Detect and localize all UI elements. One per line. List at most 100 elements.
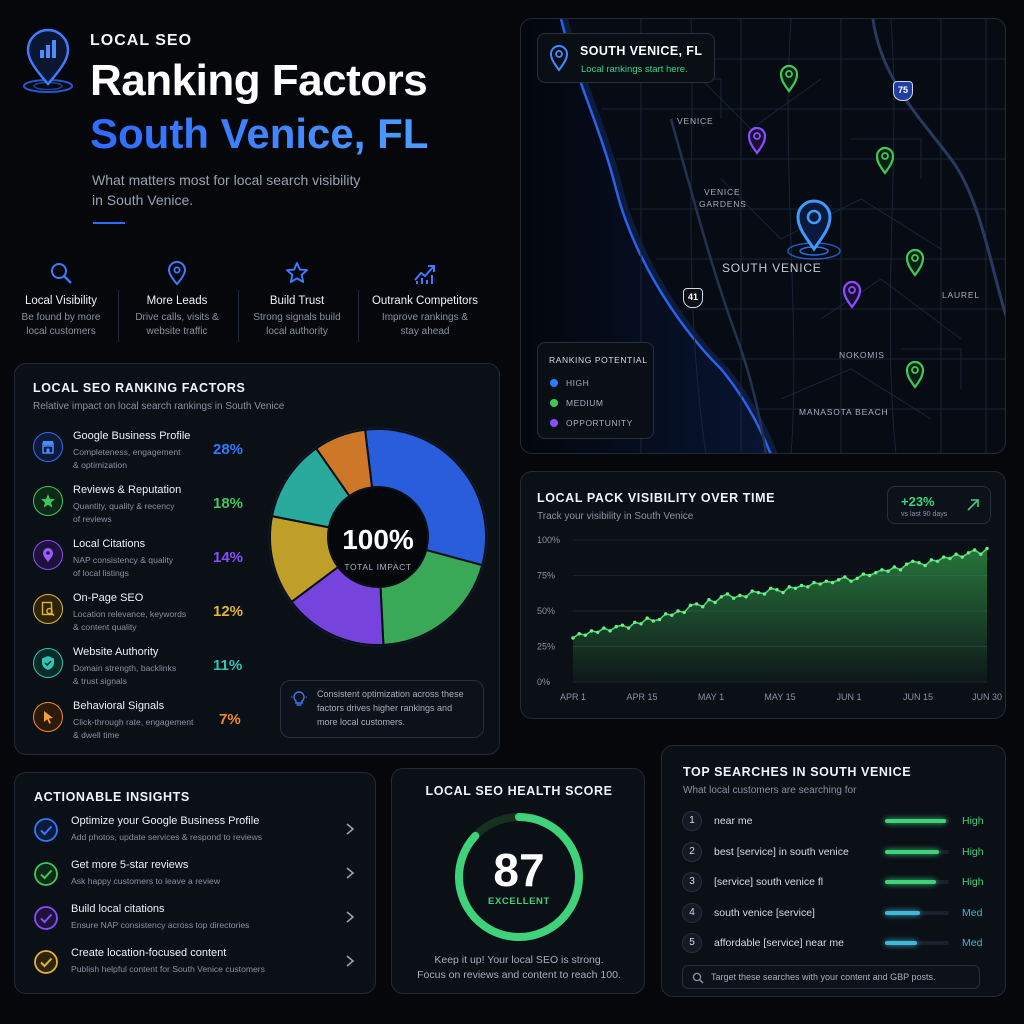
data-point: [589, 629, 594, 633]
data-point: [935, 559, 940, 563]
map-pin-medium[interactable]: [904, 359, 926, 389]
chevron-right-icon[interactable]: [344, 910, 356, 924]
search-row[interactable]: 1 near me High: [682, 810, 992, 834]
factor-name: Website Authority: [73, 646, 159, 658]
map-pin-opportunity[interactable]: [746, 125, 768, 155]
data-point: [596, 630, 600, 634]
factor-desc-line-1: Domain strength, backlinks: [73, 663, 177, 673]
map-location-title: SOUTH VENICE, FL: [580, 44, 703, 58]
health-line-1: Keep it up! Your local SEO is strong.: [434, 954, 604, 966]
data-point: [849, 579, 853, 583]
badge-value: +23%: [901, 494, 935, 509]
data-point: [966, 551, 971, 555]
data-point: [645, 616, 649, 620]
chevron-right-icon[interactable]: [344, 822, 356, 836]
data-point: [713, 600, 717, 605]
insight-item[interactable]: Optimize your Google Business Profile Ad…: [27, 811, 365, 853]
benefit-desc-line-1: Be found by more: [21, 312, 101, 323]
chevron-right-icon[interactable]: [344, 866, 356, 880]
data-point: [948, 556, 952, 561]
donut-slice: [379, 548, 484, 646]
map-legend: RANKING POTENTIAL HIGH MEDIUM OPPORTUNIT…: [537, 342, 654, 439]
insight-desc: Publish helpful content for South Venice…: [71, 964, 265, 974]
map-pin-medium[interactable]: [904, 247, 926, 277]
factor-percent: 28%: [213, 441, 244, 458]
legend-medium-dot: [550, 399, 558, 407]
data-point: [793, 586, 798, 590]
health-score-card: LOCAL SEO HEALTH SCORE 87 EXCELLENT Keep…: [391, 768, 645, 994]
search-row[interactable]: 3 [service] south venice fl High: [682, 871, 992, 895]
data-point: [954, 552, 958, 556]
map-pin-main[interactable]: [783, 187, 845, 267]
donut-center-value: 100%: [342, 524, 414, 555]
search-rank-badge: 3: [682, 872, 702, 892]
tip-line-1: Consistent optimization across these: [317, 689, 464, 699]
insight-item[interactable]: Create location-focused content Publish …: [27, 943, 365, 985]
health-line-2: Focus on reviews and content to reach 10…: [417, 969, 621, 981]
map-label-laurel: LAUREL: [942, 290, 980, 300]
data-point: [694, 602, 699, 606]
factor-name: Local Citations: [73, 538, 146, 550]
factor-desc-line-1: Quantity, quality & recency: [73, 501, 175, 511]
map-label-manasota-beach: MANASOTA BEACH: [799, 407, 889, 417]
search-row[interactable]: 4 south venice [service] Med: [682, 902, 992, 926]
shield-check-icon: [33, 648, 63, 678]
map-pin-opportunity[interactable]: [841, 279, 863, 309]
insight-item[interactable]: Build local citations Ensure NAP consist…: [27, 899, 365, 941]
map-card[interactable]: SOUTH VENICE, FL Local rankings start he…: [520, 18, 1006, 454]
map-pin-medium[interactable]: [778, 63, 800, 93]
map-pin-icon: [167, 261, 187, 286]
searches-footer[interactable]: Target these searches with your content …: [682, 965, 980, 989]
searches-title: TOP SEARCHES IN SOUTH VENICE: [683, 765, 912, 779]
factor-desc-line-1: NAP consistency & quality: [73, 555, 174, 565]
badge-label: vs last 90 days: [901, 511, 948, 518]
map-location-subtitle: Local rankings start here.: [581, 64, 688, 75]
factor-desc-line-2: of local listings: [73, 568, 129, 578]
factor-desc-line-1: Location relevance, keywords: [73, 609, 187, 619]
data-point: [744, 595, 748, 599]
donut-slice: [363, 428, 487, 567]
data-point: [929, 558, 934, 562]
insight-item[interactable]: Get more 5-star reviews Ask happy custom…: [27, 855, 365, 897]
benefit-desc-line-2: stay ahead: [400, 326, 450, 337]
tip-line-2: factors drives higher rankings and: [317, 703, 453, 713]
donut-center-label: TOTAL IMPACT: [344, 562, 412, 572]
y-tick-label: 0%: [537, 677, 550, 687]
legend-high-dot: [550, 379, 558, 387]
factor-desc-line-1: Completeness, engagement: [73, 447, 181, 457]
health-grade: EXCELLENT: [488, 896, 550, 907]
chevron-right-icon[interactable]: [344, 954, 356, 968]
header-subtitle-line-2: in South Venice.: [92, 192, 194, 208]
search-row[interactable]: 2 best [service] in south venice High: [682, 841, 992, 865]
search-volume-track: [885, 941, 949, 945]
data-point: [843, 575, 847, 579]
benefit-desc-line-2: local authority: [266, 326, 328, 337]
health-score-value: 87: [493, 844, 545, 896]
search-row[interactable]: 5 affordable [service] near me Med: [682, 932, 992, 956]
search-level: High: [962, 845, 984, 858]
map-pin-icon: [549, 45, 569, 72]
factor-name: Reviews & Reputation: [73, 484, 182, 496]
data-point: [972, 548, 977, 552]
data-point: [923, 563, 927, 568]
data-point: [571, 636, 575, 640]
check-circle-icon: [34, 862, 58, 886]
map-pin-medium[interactable]: [874, 145, 896, 175]
factor-desc-line-2: of reviews: [73, 514, 112, 524]
y-tick-label: 100%: [537, 535, 560, 545]
data-point: [855, 576, 859, 581]
visibility-subtitle: Track your visibility in South Venice: [537, 511, 694, 522]
search-volume-fill: [885, 880, 937, 884]
data-point: [577, 632, 581, 636]
factors-donut-chart: [268, 427, 488, 647]
benefit-divider: [118, 290, 119, 342]
benefit-divider: [238, 290, 239, 342]
search-rank: 3: [689, 876, 695, 887]
ranking-factors-card: LOCAL SEO RANKING FACTORS Relative impac…: [14, 363, 500, 755]
factor-percent: 11%: [213, 657, 243, 674]
factor-item: On-Page SEO Location relevance, keywords…: [29, 590, 259, 642]
factor-percent: 7%: [219, 711, 241, 728]
gauge-fill: [455, 813, 583, 941]
search-volume-track: [885, 849, 949, 854]
benefit-title: Local Visibility: [24, 295, 97, 307]
